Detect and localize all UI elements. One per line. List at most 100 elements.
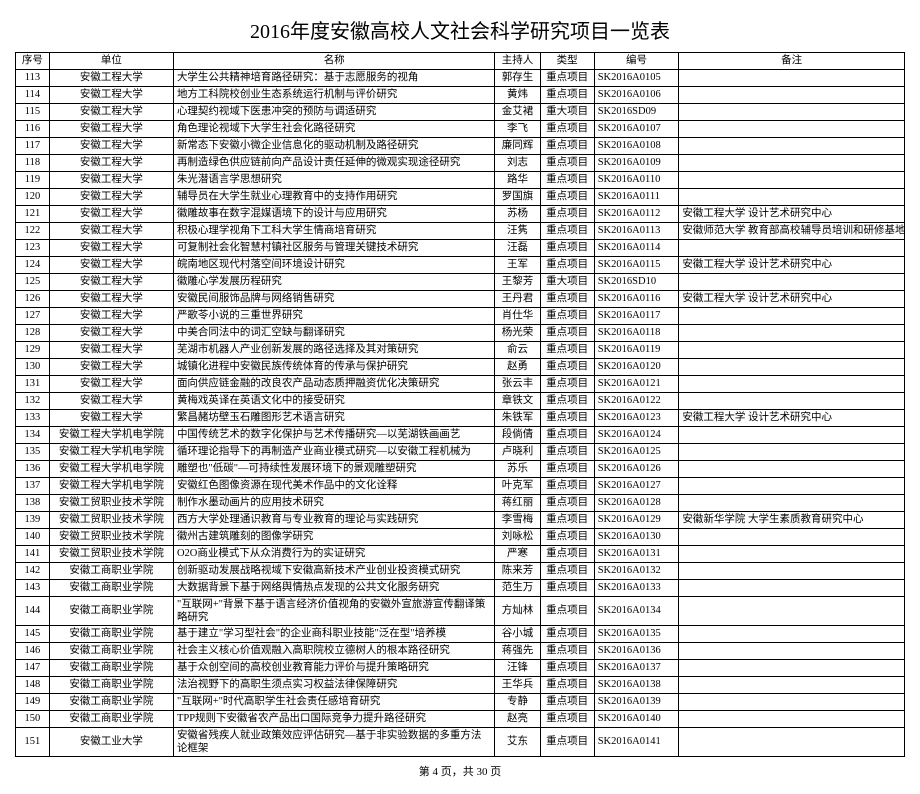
table-cell: SK2016A0141 (594, 728, 679, 757)
table-cell (679, 138, 905, 155)
table-cell: 汪锋 (495, 660, 540, 677)
table-cell: 汪磊 (495, 240, 540, 257)
table-cell (679, 495, 905, 512)
table-cell: 重大项目 (540, 104, 594, 121)
table-cell: 王丹君 (495, 291, 540, 308)
table-cell: 汪隽 (495, 223, 540, 240)
table-cell: 安徽工程大学机电学院 (49, 427, 173, 444)
table-cell: SK2016A0121 (594, 376, 679, 393)
table-row: 124安徽工程大学皖南地区现代村落空间环境设计研究王军重点项目SK2016A01… (16, 257, 905, 274)
table-cell: 徽雕故事在数字混媒语境下的设计与应用研究 (173, 206, 495, 223)
table-cell: 朱铁军 (495, 410, 540, 427)
table-cell: 安徽工程大学 (49, 393, 173, 410)
table-cell: 可复制社会化智慧村镇社区服务与管理关键技术研究 (173, 240, 495, 257)
table-cell: 方灿林 (495, 597, 540, 626)
table-cell: 重点项目 (540, 677, 594, 694)
table-cell (679, 121, 905, 138)
table-row: 122安徽工程大学积极心理学视角下工科大学生情商培育研究汪隽重点项目SK2016… (16, 223, 905, 240)
table-cell: 安徽工程大学 (49, 138, 173, 155)
col-host: 主持人 (495, 53, 540, 70)
table-cell: 重点项目 (540, 512, 594, 529)
table-cell (679, 359, 905, 376)
table-cell: 安徽工商职业学院 (49, 580, 173, 597)
table-cell: 陈来芳 (495, 563, 540, 580)
table-cell: 121 (16, 206, 50, 223)
table-cell: 安徽工商职业学院 (49, 626, 173, 643)
table-row: 139安徽工贸职业技术学院西方大学处理通识教育与专业教育的理论与实践研究李雪梅重… (16, 512, 905, 529)
table-row: 140安徽工贸职业技术学院徽州古建筑雕刻的图像学研究刘咏松重点项目SK2016A… (16, 529, 905, 546)
table-cell: 重点项目 (540, 121, 594, 138)
table-cell (679, 70, 905, 87)
table-cell: 116 (16, 121, 50, 138)
table-cell: 安徽工程大学 设计艺术研究中心 (679, 257, 905, 274)
table-cell: 重点项目 (540, 728, 594, 757)
table-cell (679, 172, 905, 189)
table-cell: 安徽工贸职业技术学院 (49, 512, 173, 529)
table-row: 148安徽工商职业学院法治视野下的高职生须点实习权益法律保障研究王华兵重点项目S… (16, 677, 905, 694)
table-cell: 安徽工商职业学院 (49, 563, 173, 580)
table-row: 143安徽工商职业学院大数据背景下基于网络舆情热点发现的公共文化服务研究范生万重… (16, 580, 905, 597)
table-row: 145安徽工商职业学院基于建立"学习型社会"的企业商科职业技能"泛在型"培养模谷… (16, 626, 905, 643)
table-cell: 专静 (495, 694, 540, 711)
table-cell: 重点项目 (540, 495, 594, 512)
table-cell: 安徽工程大学 (49, 359, 173, 376)
table-cell: 黄炜 (495, 87, 540, 104)
table-row: 137安徽工程大学机电学院安徽红色图像资源在现代美术作品中的文化诠释叶克军重点项… (16, 478, 905, 495)
table-row: 135安徽工程大学机电学院循环理论指导下的再制造产业商业模式研究—以安徽工程机械… (16, 444, 905, 461)
table-cell: SK2016A0118 (594, 325, 679, 342)
table-cell: 安徽工商职业学院 (49, 643, 173, 660)
table-cell: 苏乐 (495, 461, 540, 478)
table-cell: 安徽师范大学 教育部高校辅导员培训和研修基地 (679, 223, 905, 240)
table-cell: SK2016A0105 (594, 70, 679, 87)
table-cell: 赵勇 (495, 359, 540, 376)
table-cell: 147 (16, 660, 50, 677)
table-cell: SK2016A0139 (594, 694, 679, 711)
table-cell: 芜湖市机器人产业创新发展的路径选择及其对策研究 (173, 342, 495, 359)
table-cell: SK2016A0124 (594, 427, 679, 444)
table-cell (679, 104, 905, 121)
table-cell: 谷小城 (495, 626, 540, 643)
table-cell: SK2016A0109 (594, 155, 679, 172)
table-row: 127安徽工程大学严歌苓小说的三重世界研究肖仕华重点项目SK2016A0117 (16, 308, 905, 325)
table-cell: SK2016SD10 (594, 274, 679, 291)
table-cell: 安徽工程大学机电学院 (49, 444, 173, 461)
table-cell: SK2016A0125 (594, 444, 679, 461)
table-cell: 安徽工程大学机电学院 (49, 478, 173, 495)
table-cell (679, 643, 905, 660)
table-cell: 安徽工程大学 (49, 274, 173, 291)
table-row: 133安徽工程大学繁昌赭坊壁玉石雕图形艺术语言研究朱铁军重点项目SK2016A0… (16, 410, 905, 427)
table-cell: SK2016A0106 (594, 87, 679, 104)
table-cell: 安徽民间服饰品牌与网络销售研究 (173, 291, 495, 308)
table-cell: 124 (16, 257, 50, 274)
table-cell: 120 (16, 189, 50, 206)
table-cell: 地方工科院校创业生态系统运行机制与评价研究 (173, 87, 495, 104)
table-cell: SK2016A0128 (594, 495, 679, 512)
table-cell: 蒋强先 (495, 643, 540, 660)
table-cell: 皖南地区现代村落空间环境设计研究 (173, 257, 495, 274)
table-cell (679, 563, 905, 580)
table-cell: 125 (16, 274, 50, 291)
table-cell: SK2016A0114 (594, 240, 679, 257)
table-cell: 中国传统艺术的数字化保护与艺术传播研究—以芜湖铁画画艺 (173, 427, 495, 444)
table-cell: SK2016A0108 (594, 138, 679, 155)
table-cell: SK2016A0137 (594, 660, 679, 677)
table-cell: 重点项目 (540, 189, 594, 206)
table-row: 128安徽工程大学中美合同法中的词汇空缺与翻译研究杨光荣重点项目SK2016A0… (16, 325, 905, 342)
table-cell: 重点项目 (540, 444, 594, 461)
table-row: 136安徽工程大学机电学院雕塑也"低碳"—可持续性发展环境下的景观雕塑研究苏乐重… (16, 461, 905, 478)
table-cell: SK2016A0126 (594, 461, 679, 478)
table-cell: 安徽工商职业学院 (49, 597, 173, 626)
table-cell: 安徽工程大学 (49, 342, 173, 359)
table-cell: SK2016A0116 (594, 291, 679, 308)
table-cell: 安徽工程大学 (49, 104, 173, 121)
table-cell: 角色理论视域下大学生社会化路径研究 (173, 121, 495, 138)
table-cell: 安徽工程大学 (49, 308, 173, 325)
table-row: 121安徽工程大学徽雕故事在数字混媒语境下的设计与应用研究苏杨重点项目SK201… (16, 206, 905, 223)
table-cell: 安徽工程大学 设计艺术研究中心 (679, 291, 905, 308)
table-cell: SK2016A0140 (594, 711, 679, 728)
table-cell: 重点项目 (540, 359, 594, 376)
table-cell: 安徽工商职业学院 (49, 711, 173, 728)
table-cell: 127 (16, 308, 50, 325)
table-row: 134安徽工程大学机电学院中国传统艺术的数字化保护与艺术传播研究—以芜湖铁画画艺… (16, 427, 905, 444)
table-cell: 136 (16, 461, 50, 478)
